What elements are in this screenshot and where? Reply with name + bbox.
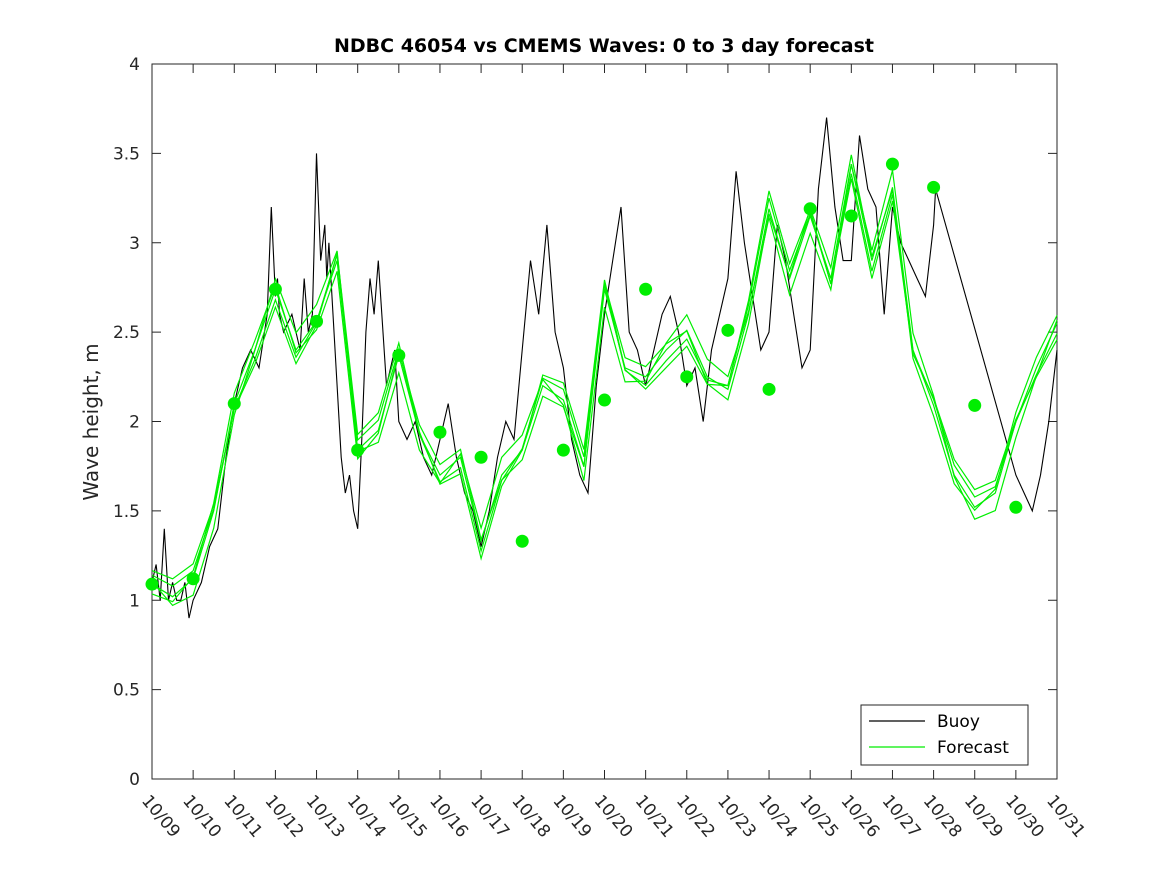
y-tick-label: 4 (129, 55, 140, 75)
forecast-marker (680, 370, 694, 384)
forecast-marker (598, 393, 611, 407)
legend: Buoy Forecast (860, 704, 1029, 766)
legend-buoy-label: Buoy (937, 712, 980, 732)
forecast-marker (474, 450, 488, 464)
y-tick-label: 2.5 (113, 323, 140, 343)
legend-forecast-label: Forecast (937, 738, 1009, 758)
forecast-marker (433, 425, 447, 439)
buoy-series-line (151, 117, 1058, 619)
y-tick-label: 0 (129, 770, 140, 790)
y-tick-label: 1.5 (113, 502, 140, 522)
forecast-marker (392, 348, 406, 362)
forecast-marker (515, 534, 529, 548)
legend-box (860, 704, 1029, 766)
forecast-marker (721, 323, 735, 337)
y-tick-label: 1 (129, 591, 140, 611)
y-tick-label: 0.5 (113, 681, 140, 701)
forecast-marker (310, 314, 324, 328)
forecast-marker (927, 180, 941, 194)
forecast-marker (762, 382, 776, 396)
forecast-marker (803, 202, 817, 216)
y-tick-label: 2 (129, 413, 140, 433)
forecast-marker (268, 282, 282, 296)
y-axis-label: Wave height, m (79, 343, 103, 500)
forecast-marker (227, 397, 241, 411)
forecast-marker (186, 572, 200, 586)
forecast-series-line (151, 178, 1058, 580)
y-tick-label: 3.5 (113, 144, 140, 164)
forecast-marker (968, 398, 982, 412)
chart-title: NDBC 46054 vs CMEMS Waves: 0 to 3 day fo… (334, 35, 874, 57)
forecast-series-line (151, 164, 1058, 607)
y-tick-label: 3 (129, 234, 140, 254)
forecast-marker (556, 443, 570, 457)
forecast-marker (351, 443, 365, 457)
forecast-marker (1009, 500, 1023, 514)
forecast-marker (639, 282, 653, 296)
axes-box (151, 63, 1058, 780)
forecast-marker (844, 209, 858, 223)
forecast-marker (145, 577, 159, 591)
forecast-marker (885, 157, 899, 171)
